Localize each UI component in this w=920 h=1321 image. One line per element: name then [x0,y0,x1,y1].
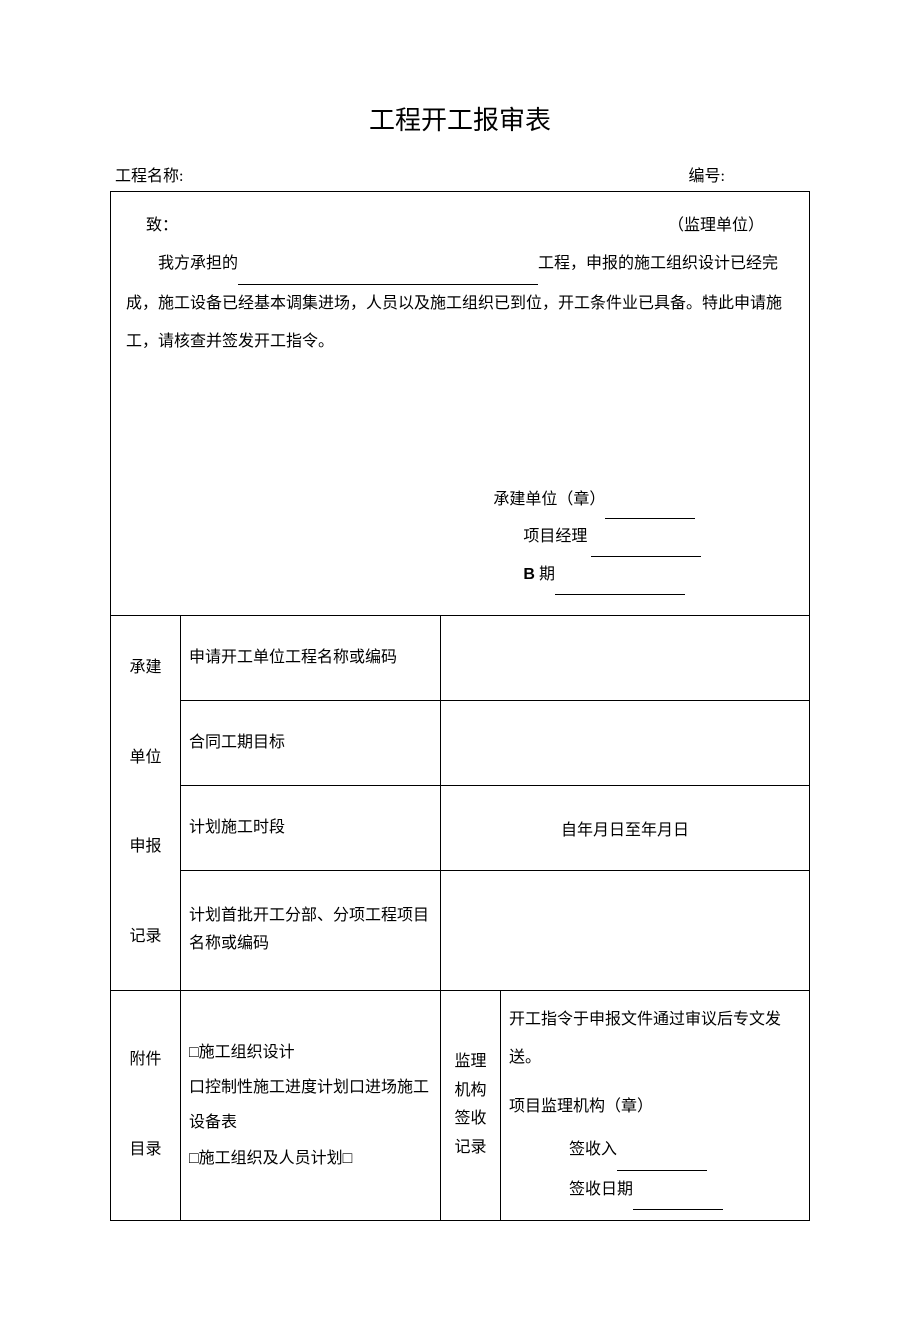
supervisor-unit-label: （监理单位） [668,207,794,245]
form-table: 致： （监理单位） 我方承担的 工程，申报的施工组织设计已经完成，施工设备已经基… [110,191,810,1221]
record-row-label: 承建单位申报记录 [111,615,181,990]
date-suffix-label: 期 [539,566,555,583]
record-r2-label: 合同工期目标 [181,700,441,785]
record-r4-label: 计划首批开工分部、分项工程项目名称或编码 [181,870,441,990]
attach-item-2: 口控制性施工进度计划口进场施工设备表 [189,1070,432,1140]
date-b-label: B [523,566,535,583]
signed-by-line: 签收入 [509,1131,801,1170]
record-r1-value [441,615,810,700]
project-fill-line [238,245,538,284]
receive-col-label: 监理机构签收记录 [441,990,501,1220]
signed-by-label: 签收入 [569,1141,617,1158]
record-r2-value [441,700,810,785]
contractor-signature-line: 承建单位（章） [493,482,794,520]
manager-signature-line: 项目经理 [493,519,794,557]
intro-prefix: 我方承担的 [158,255,238,272]
signed-date-line: 签收日期 [509,1171,801,1210]
header-row: 工程名称: 编号: [110,162,810,186]
record-r3-label: 计划施工时段 [181,785,441,870]
section-application: 致： （监理单位） 我方承担的 工程，申报的施工组织设计已经完成，施工设备已经基… [111,192,810,616]
receive-cell: 开工指令于申报文件通过审议后专文发送。 项目监理机构（章） 签收入 签收日期 [501,990,810,1220]
project-manager-label: 项目经理 [523,528,587,545]
signature-block: 承建单位（章） 项目经理 B 期 [126,482,794,595]
attach-item-1: □施工组织设计 [189,1035,432,1070]
record-r1-label: 申请开工单位工程名称或编码 [181,615,441,700]
signed-date-label: 签收日期 [569,1181,633,1198]
receive-text: 开工指令于申报文件通过审议后专文发送。 [509,1001,801,1078]
to-label: 致： [126,207,178,245]
attachment-row-label: 附件目录 [111,990,181,1220]
date-line: B 期 [493,557,794,595]
attachment-list: □施工组织设计 口控制性施工进度计划口进场施工设备表 □施工组织及人员计划□ [181,990,441,1220]
record-r3-value: 自年月日至年月日 [441,785,810,870]
project-name-label: 工程名称: [115,162,183,186]
record-r4-value [441,870,810,990]
contractor-stamp-label: 承建单位（章） [493,491,605,508]
attach-item-3: □施工组织及人员计划□ [189,1141,432,1176]
document-title: 工程开工报审表 [110,100,810,137]
receive-org: 项目监理机构（章） [509,1088,801,1126]
application-text: 我方承担的 工程，申报的施工组织设计已经完成，施工设备已经基本调集进场，人员以及… [126,245,794,361]
number-label: 编号: [689,162,805,186]
